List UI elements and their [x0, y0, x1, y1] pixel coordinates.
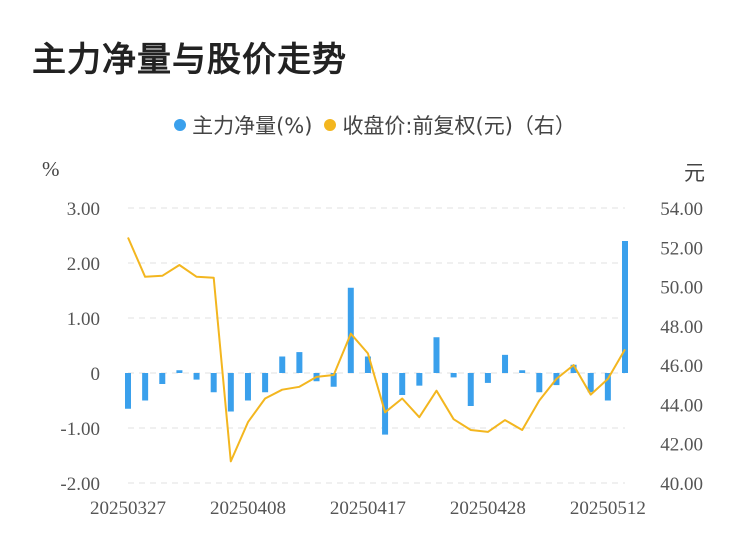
bar-main-net [159, 373, 166, 384]
bar-main-net [399, 373, 406, 395]
right-axis-tick-label: 42.00 [660, 435, 703, 456]
legend-marker-main-net [174, 119, 187, 131]
bar-main-net [244, 373, 251, 401]
bar-main-net [227, 373, 234, 412]
right-axis-tick-label: 54.00 [660, 199, 703, 220]
bar-main-net [347, 287, 354, 373]
bar-main-net [296, 352, 303, 373]
x-axis-tick-label: 20250428 [450, 498, 526, 519]
bar-main-net [193, 373, 200, 380]
right-axis-labels: 54.00 52.00 50.00 48.00 46.00 44.00 42.00 40.00 [660, 199, 703, 495]
legend-label-main-net: 主力净量(%) [192, 114, 313, 138]
x-axis-tick-label: 20250512 [570, 498, 646, 519]
bar-main-net [176, 370, 183, 373]
left-axis-tick-label: 0 [91, 364, 101, 385]
bar-main-net [519, 370, 526, 373]
x-axis-tick-label: 20250417 [330, 498, 406, 519]
x-axis-tick-label: 20250408 [210, 498, 286, 519]
grid-lines [128, 207, 625, 484]
line-close-price [127, 237, 626, 463]
bar-main-net [382, 373, 389, 435]
bar-main-net [330, 373, 337, 387]
line-series-close-price [127, 237, 626, 463]
bar-main-net [536, 373, 543, 393]
bar-main-net [502, 354, 509, 373]
left-axis-tick-label: 2.00 [67, 254, 100, 275]
left-axis-tick-label: 3.00 [67, 199, 100, 220]
bar-main-net [467, 373, 474, 406]
right-axis-tick-label: 52.00 [660, 238, 703, 259]
bar-main-net [604, 373, 611, 401]
left-axis-tick-label: -2.00 [60, 474, 100, 495]
bar-main-net [433, 337, 440, 373]
right-axis-tick-label: 48.00 [660, 317, 703, 338]
bar-main-net [484, 373, 491, 383]
chart-title: 主力净量与股价走势 [32, 40, 347, 80]
left-axis-unit: % [42, 157, 60, 181]
right-axis-tick-label: 44.00 [660, 395, 703, 416]
x-axis-tick-label: 20250327 [90, 498, 166, 519]
bar-series-main-net [125, 241, 628, 435]
bar-main-net [210, 373, 217, 393]
legend-item-close-price[interactable]: 收盘价:前复权(元)（右） [324, 110, 576, 140]
bar-main-net [262, 373, 269, 393]
bar-main-net [416, 373, 423, 386]
bar-main-net [622, 241, 628, 373]
right-axis-tick-label: 50.00 [660, 278, 703, 299]
bar-main-net [125, 373, 131, 409]
legend-marker-close-price [324, 119, 337, 131]
bar-main-net [364, 356, 371, 373]
left-axis-labels: 3.00 2.00 1.00 0 -1.00 -2.00 [60, 199, 100, 495]
left-axis-tick-label: -1.00 [60, 419, 100, 440]
left-axis-tick-label: 1.00 [67, 309, 100, 330]
legend-label-close-price: 收盘价:前复权(元)（右） [342, 114, 576, 138]
legend-item-main-net[interactable]: 主力净量(%) [174, 110, 312, 140]
bar-main-net [570, 364, 577, 373]
chart-legend: 主力净量(%) 收盘价:前复权(元)（右） [0, 110, 750, 140]
right-axis-tick-label: 40.00 [660, 474, 703, 495]
bar-main-net [279, 356, 286, 373]
right-axis-unit: 元 [684, 161, 705, 185]
x-axis-labels: 20250327 20250408 20250417 20250428 20250512 [90, 498, 646, 519]
bar-main-net [142, 373, 149, 401]
right-axis-tick-label: 46.00 [660, 356, 703, 377]
bar-main-net [587, 373, 594, 393]
bar-main-net [450, 373, 457, 378]
